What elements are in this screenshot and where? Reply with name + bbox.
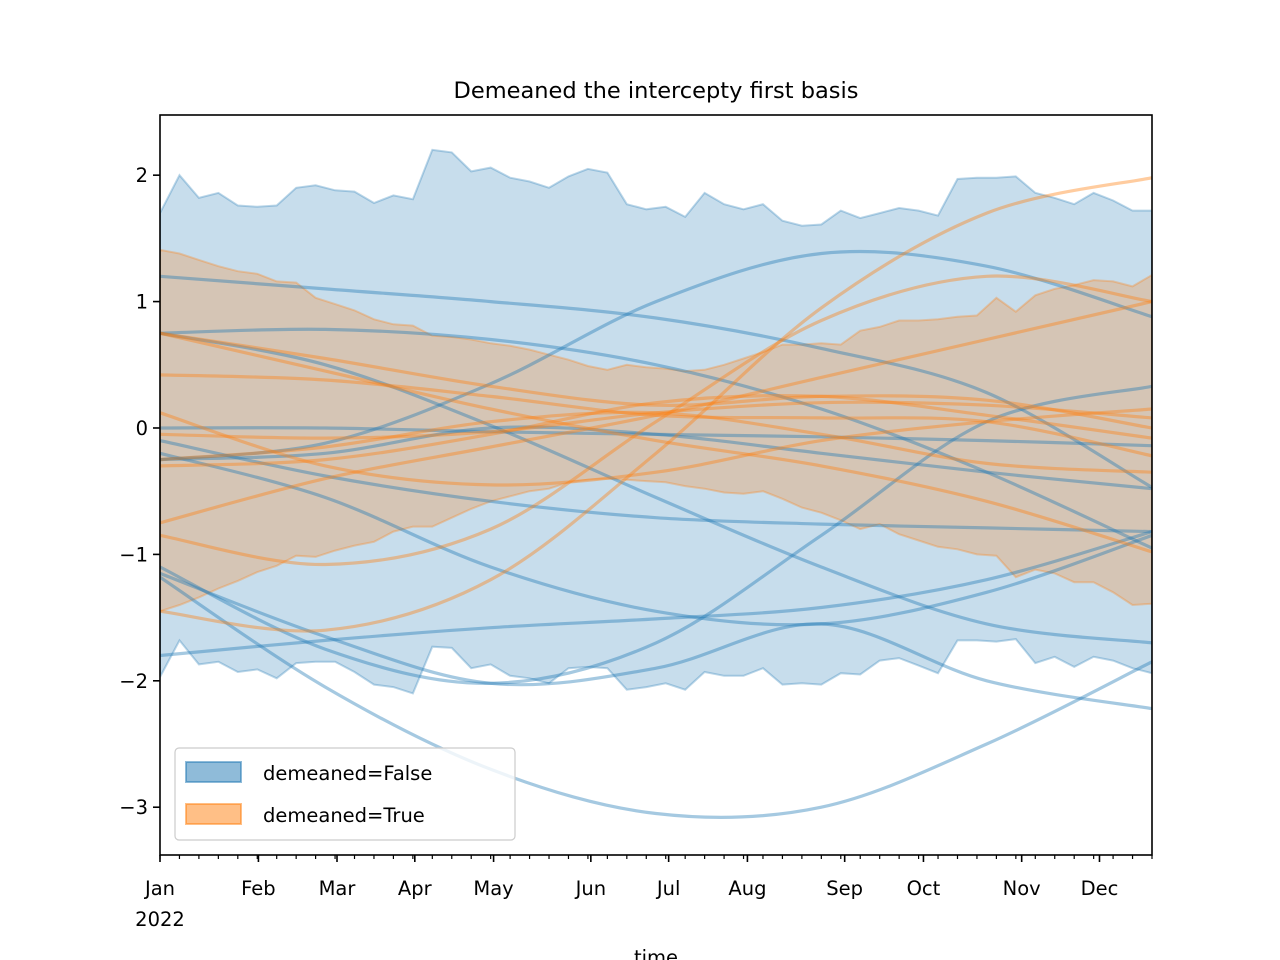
- x-axis: Jan 2022 Feb Mar Apr May Jun Jul Aug Sep Oct Nov Dec: [135, 855, 1153, 931]
- series-line-20: [160, 394, 1152, 468]
- legend-label-true: demeaned=True: [263, 804, 425, 827]
- series-line-13: [160, 274, 1152, 567]
- x-tick-label: Oct: [907, 877, 941, 900]
- series-line-21: [160, 410, 1152, 474]
- series-line-0: [160, 274, 1152, 489]
- x-tick-label: Feb: [241, 877, 276, 900]
- axes-frame: [159, 114, 1153, 856]
- series-line-3: [160, 331, 1152, 645]
- series-line-9: [160, 530, 1152, 658]
- series-line-12: [160, 176, 1152, 633]
- x-tick-label: May: [473, 877, 513, 900]
- x-tick-label: Mar: [319, 877, 357, 900]
- series-line-17: [160, 373, 1152, 458]
- series-line-16: [160, 331, 1152, 554]
- series-line-8: [160, 451, 1152, 627]
- series-line-5: [160, 439, 1152, 534]
- legend-frame: [174, 747, 516, 841]
- chart-title: Demeaned the intercepty first basis: [454, 78, 859, 104]
- series-line-10: [160, 575, 1152, 819]
- band-demeaned-true: [160, 248, 1152, 613]
- x-tick-label: Dec: [1081, 877, 1119, 900]
- x-tick-label: Jun: [574, 877, 606, 900]
- series-line-6: [160, 425, 1152, 491]
- x-tick-label: Aug: [728, 877, 766, 900]
- x-tick-label: Jul: [655, 877, 681, 900]
- series-line-14: [160, 300, 1152, 525]
- axes-border: [159, 114, 1153, 856]
- legend-swatch-true: [185, 803, 242, 825]
- plot-area: [160, 148, 1152, 819]
- series-line-7: [160, 384, 1152, 685]
- series-line-19: [160, 400, 1152, 440]
- series-line-4: [160, 426, 1152, 448]
- y-tick-label: −3: [119, 796, 148, 819]
- series-line-1: [160, 249, 1152, 462]
- band-demeaned-false: [160, 148, 1152, 695]
- series-line-15: [160, 331, 1152, 430]
- series-line-11: [160, 571, 1152, 711]
- y-tick-label: −2: [119, 670, 148, 693]
- series-line-2: [160, 327, 1152, 550]
- series-line-18: [160, 407, 1152, 487]
- x-tick-label: Jan: [143, 877, 175, 900]
- legend: demeaned=False demeaned=True: [174, 747, 516, 841]
- y-tick-label: 2: [136, 164, 148, 187]
- legend-swatch-false: [185, 761, 242, 783]
- y-axis: 2 1 0 −1 −2 −3: [119, 164, 160, 819]
- x-tick-label: Sep: [826, 877, 863, 900]
- x-tick-label: Apr: [398, 877, 433, 900]
- legend-label-false: demeaned=False: [263, 762, 432, 785]
- y-tick-label: 0: [136, 417, 148, 440]
- x-tick-sublabel: 2022: [135, 908, 185, 931]
- x-tick-label: Nov: [1003, 877, 1041, 900]
- y-tick-label: −1: [119, 543, 148, 566]
- x-axis-label: time: [634, 946, 678, 960]
- y-tick-label: 1: [136, 291, 148, 314]
